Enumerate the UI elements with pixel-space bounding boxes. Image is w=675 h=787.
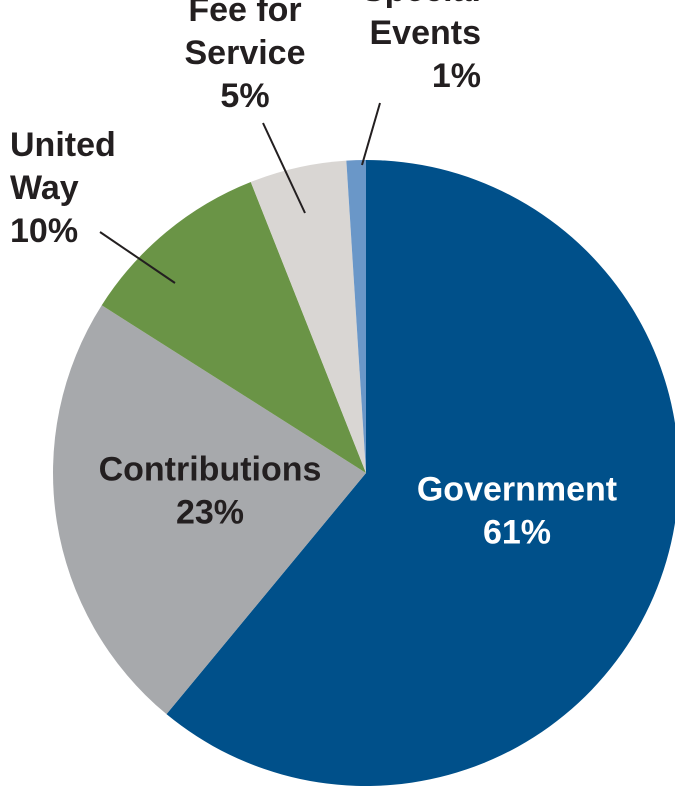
- leader-line-fee-for-service: [262, 122, 306, 214]
- slice-name: Events: [370, 14, 482, 52]
- slice-special-events: [346, 160, 366, 473]
- slice-contributions: [53, 305, 366, 715]
- slice-government: [166, 160, 675, 786]
- slice-name: Service: [185, 34, 306, 72]
- label-contributions: Contributions 23%: [99, 451, 322, 532]
- label-united-way: United Way 10%: [10, 126, 116, 250]
- slice-name: Contributions: [99, 451, 322, 489]
- slice-percent: 61%: [483, 514, 551, 552]
- slice-name: Way: [10, 169, 79, 207]
- label-government: Government 61%: [417, 471, 617, 552]
- slice-percent: 1%: [432, 57, 481, 95]
- leader-line-united-way: [99, 231, 176, 284]
- slice-name: United: [10, 126, 116, 164]
- slice-united-way: [101, 181, 366, 474]
- slice-percent: 10%: [10, 212, 78, 250]
- leader-lines: [99, 102, 381, 284]
- slice-name: Special: [362, 0, 481, 9]
- label-fee-for-service: Fee for Service 5%: [185, 0, 306, 115]
- pie-slices: [53, 160, 675, 786]
- slice-labels: Government 61% Contributions 23% United Way 10…: [10, 0, 617, 552]
- leader-line-special-events: [361, 102, 381, 166]
- slice-percent: 5%: [220, 77, 269, 115]
- slice-percent: 23%: [176, 494, 244, 532]
- slice-name: Fee for: [188, 0, 301, 29]
- label-special-events: Special Events 1%: [362, 0, 481, 95]
- slice-fee-for-service: [250, 160, 366, 473]
- slice-name: Government: [417, 471, 617, 509]
